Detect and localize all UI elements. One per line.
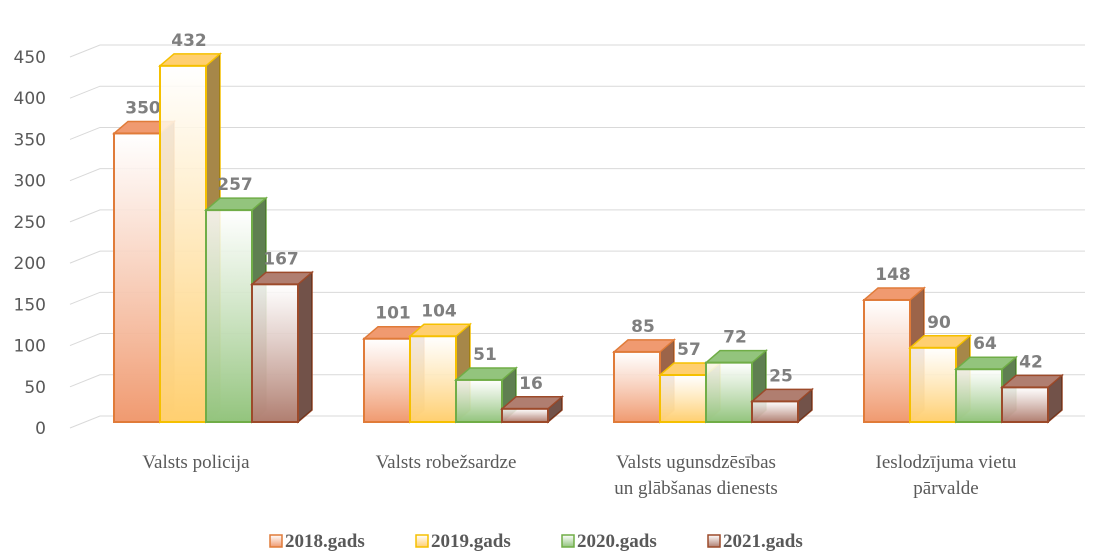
value-label: 85 (631, 317, 655, 337)
bar-front (501, 407, 549, 424)
bar (703, 349, 769, 424)
y-tick-label: 0 (35, 419, 46, 439)
x-tick-label: Valsts robežsardze (376, 452, 517, 473)
legend-label: 2020.gads (577, 531, 657, 552)
bar-front (659, 374, 707, 423)
x-tick-label: Valsts ugunsdzēsības un glābšanas dienest… (614, 452, 778, 499)
y-tick-label: 300 (14, 172, 46, 192)
value-label: 25 (769, 366, 793, 386)
grid-line (69, 44, 1085, 58)
y-tick-label: 450 (14, 48, 46, 68)
value-label: 104 (421, 301, 457, 321)
value-label: 16 (519, 374, 543, 394)
value-label: 64 (973, 334, 997, 354)
legend-label: 2018.gads (285, 531, 365, 552)
bar-front (205, 209, 253, 423)
legend-label: 2021.gads (723, 531, 803, 552)
grid-line (69, 291, 1085, 305)
bar-front (705, 361, 753, 424)
value-label: 148 (875, 265, 911, 285)
value-label: 72 (723, 328, 747, 348)
x-tick-label: Ieslodzījuma vietu pārvalde (876, 452, 1017, 499)
y-tick-label: 100 (14, 337, 46, 357)
y-tick-label: 400 (14, 89, 46, 109)
value-label: 51 (473, 345, 497, 365)
value-label: 42 (1019, 352, 1043, 372)
bar-front (613, 350, 661, 423)
value-label: 257 (217, 175, 253, 195)
bar-front (863, 298, 911, 423)
value-label: 57 (677, 340, 701, 360)
bar-front (955, 368, 1003, 424)
grid-line (69, 168, 1085, 182)
bar-front (363, 337, 411, 423)
bar-side-shade (798, 389, 812, 422)
y-tick-label: 250 (14, 213, 46, 233)
bar-front (113, 132, 161, 423)
legend-swatch (561, 534, 575, 548)
bar-front (1001, 386, 1049, 423)
legend-swatch (707, 534, 721, 548)
y-tick-label: 350 (14, 130, 46, 150)
grid-line (69, 85, 1085, 99)
bar-side-shade (548, 396, 562, 422)
legend-label: 2019.gads (431, 531, 511, 552)
grid-line (69, 250, 1085, 264)
grid-line (69, 333, 1085, 347)
legend-swatch (269, 534, 283, 548)
value-label: 350 (125, 98, 161, 118)
bar-front (751, 400, 799, 423)
value-label: 101 (375, 304, 411, 324)
grid-line (69, 209, 1085, 223)
grid-line (69, 126, 1085, 140)
bar (999, 373, 1065, 424)
bar-front (455, 378, 503, 424)
y-tick-label: 50 (24, 378, 46, 398)
x-tick-label: Valsts policija (142, 452, 250, 473)
bar-front (251, 283, 299, 423)
bar-side-shade (298, 272, 312, 422)
bar (249, 270, 315, 424)
value-label: 432 (171, 31, 207, 51)
bar-front (909, 346, 957, 423)
bar-side-shade (1048, 375, 1062, 422)
y-tick-label: 150 (14, 295, 46, 315)
legend-swatch (415, 534, 429, 548)
bar (749, 387, 815, 424)
bar (499, 395, 565, 424)
value-label: 90 (927, 313, 951, 333)
value-label: 167 (263, 249, 299, 269)
bar-front (409, 335, 457, 424)
bar-front (159, 64, 207, 423)
y-tick-label: 200 (14, 254, 46, 274)
